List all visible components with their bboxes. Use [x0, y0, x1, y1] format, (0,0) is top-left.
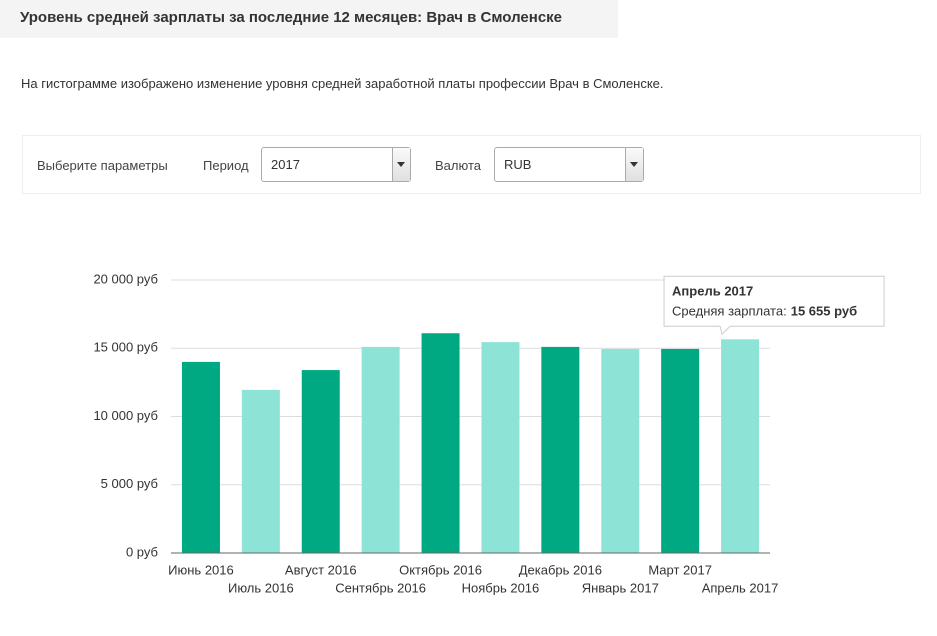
y-tick-label: 20 000 руб	[93, 271, 158, 286]
currency-label: Валюта	[435, 158, 481, 173]
x-tick-label: Апрель 2017	[702, 580, 779, 595]
description: На гистограмме изображено изменение уров…	[21, 76, 664, 91]
bar	[361, 346, 400, 553]
bar	[241, 389, 280, 553]
controls-panel: Выберите параметры Период 2017 Валюта RU…	[22, 135, 921, 194]
x-tick-label: Июнь 2016	[168, 562, 234, 577]
tooltip-value: 15 655 руб	[791, 304, 857, 319]
bar	[421, 333, 460, 553]
currency-value: RUB	[504, 157, 532, 172]
y-tick-label: 5 000 руб	[101, 476, 158, 491]
bar	[601, 348, 640, 553]
x-tick-label: Ноябрь 2016	[462, 580, 540, 595]
y-tick-label: 0 руб	[126, 544, 158, 559]
bar	[181, 361, 220, 553]
period-select[interactable]: 2017	[261, 147, 411, 182]
page-title: Уровень средней зарплаты за последние 12…	[0, 0, 618, 38]
x-tick-label: Август 2016	[285, 562, 357, 577]
bar	[661, 348, 700, 553]
x-tick-label: Сентябрь 2016	[335, 580, 426, 595]
y-tick-label: 15 000 руб	[93, 340, 158, 355]
tooltip-box	[663, 275, 885, 336]
bar	[301, 370, 340, 553]
tooltip-title: Апрель 2017	[672, 284, 753, 299]
tooltip-text: Средняя зарплата: 15 655 руб	[672, 304, 857, 319]
period-label: Период	[203, 158, 249, 173]
x-tick-label: Октябрь 2016	[399, 562, 482, 577]
x-tick-label: Март 2017	[648, 562, 712, 577]
tooltip: Апрель 2017 Средняя зарплата: 15 655 руб	[663, 275, 885, 336]
y-tick-label: 10 000 руб	[93, 408, 158, 423]
period-value: 2017	[271, 157, 300, 172]
params-label: Выберите параметры	[37, 158, 168, 173]
bar	[541, 346, 580, 553]
currency-select[interactable]: RUB	[494, 147, 644, 182]
x-tick-label: Январь 2017	[582, 580, 659, 595]
dropdown-arrow[interactable]	[392, 148, 410, 181]
dropdown-arrow[interactable]	[625, 148, 643, 181]
x-tick-label: Июль 2016	[228, 580, 294, 595]
x-tick-label: Декабрь 2016	[519, 562, 602, 577]
tooltip-label: Средняя зарплата:	[672, 304, 787, 319]
bar	[481, 342, 520, 553]
bar	[721, 339, 760, 553]
